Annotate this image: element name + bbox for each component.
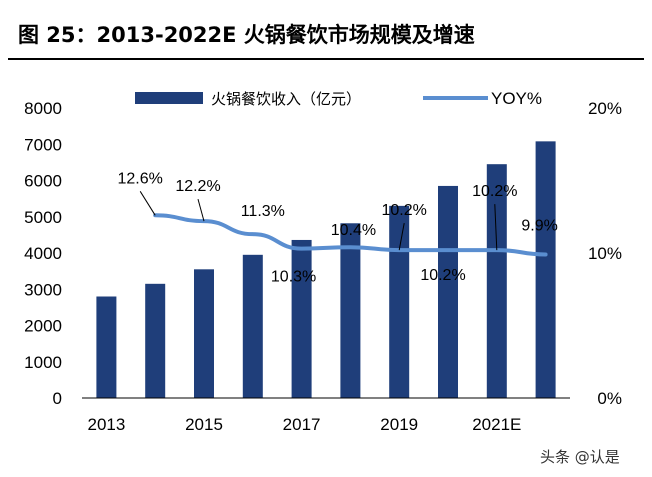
yoy-label-2017: 10.3% bbox=[271, 269, 316, 286]
leader-line bbox=[398, 223, 405, 251]
y-tick-label: 0 bbox=[53, 389, 62, 408]
y2-tick-label: 0% bbox=[597, 389, 622, 408]
bar-2016 bbox=[242, 254, 263, 398]
bar-2015 bbox=[194, 269, 214, 398]
yoy-line bbox=[153, 213, 548, 257]
yoy-label-2015: 12.2% bbox=[175, 178, 220, 195]
y-tick-label: 2000 bbox=[24, 317, 62, 336]
leader-line bbox=[197, 198, 205, 222]
legend-bar-swatch bbox=[135, 92, 203, 104]
x-axis: 2013 2015 2017 2019 2021E bbox=[87, 415, 521, 434]
bar-2017 bbox=[291, 239, 312, 398]
y-axis-left: 0 1000 2000 3000 4000 5000 6000 7000 8000 bbox=[24, 99, 62, 408]
bar-2022E bbox=[535, 141, 556, 398]
bar-2019 bbox=[389, 205, 410, 398]
x-tick-label: 2015 bbox=[185, 415, 223, 434]
x-tick-label: 2017 bbox=[283, 415, 321, 434]
bar-series bbox=[96, 141, 556, 398]
bar-2014 bbox=[145, 283, 166, 398]
y2-tick-label: 10% bbox=[588, 244, 622, 263]
y-tick-label: 3000 bbox=[24, 280, 62, 299]
leader-line bbox=[139, 191, 156, 216]
chart-title: 图 25：2013-2022E 火锅餐饮市场规模及增速 bbox=[18, 23, 475, 47]
yoy-label-2021E: 10.2% bbox=[472, 183, 517, 200]
y-tick-label: 7000 bbox=[24, 135, 62, 154]
leader-line bbox=[494, 204, 498, 251]
x-tick-label: 2021E bbox=[472, 415, 521, 434]
legend: 火锅餐饮收入（亿元） YOY% bbox=[135, 89, 542, 108]
legend-bar-label: 火锅餐饮收入（亿元） bbox=[211, 90, 361, 108]
yoy-label-2020: 10.2% bbox=[420, 267, 465, 284]
yoy-label-2022E: 9.9% bbox=[521, 217, 557, 234]
yoy-line-series bbox=[153, 213, 548, 257]
x-tick-label: 2019 bbox=[380, 415, 418, 434]
y-tick-label: 6000 bbox=[24, 172, 62, 191]
watermark-text: 头条 @认是 bbox=[540, 448, 620, 466]
y-tick-label: 5000 bbox=[24, 208, 62, 227]
y-tick-label: 8000 bbox=[24, 99, 62, 118]
yoy-label-2019: 10.2% bbox=[382, 202, 427, 219]
y-tick-label: 1000 bbox=[24, 353, 62, 372]
yoy-label-2016: 11.3% bbox=[241, 203, 285, 220]
x-tick-label: 2013 bbox=[87, 415, 125, 434]
bar-2021E bbox=[486, 164, 507, 398]
y-axis-right: 0% 10% 20% bbox=[588, 99, 622, 408]
y-tick-label: 4000 bbox=[24, 244, 62, 263]
bar-2020 bbox=[438, 185, 458, 398]
y2-tick-label: 20% bbox=[588, 99, 622, 118]
bar-2013 bbox=[96, 296, 117, 398]
legend-line-label: YOY% bbox=[491, 89, 542, 108]
yoy-label-2014: 12.6% bbox=[118, 170, 163, 187]
bar-2018 bbox=[340, 223, 361, 398]
yoy-label-2018: 10.4% bbox=[331, 222, 376, 239]
yoy-data-labels: 12.6% 12.2% 11.3% 10.3% 10.4% 10.2% 10.2% 10.2%… bbox=[118, 170, 558, 285]
